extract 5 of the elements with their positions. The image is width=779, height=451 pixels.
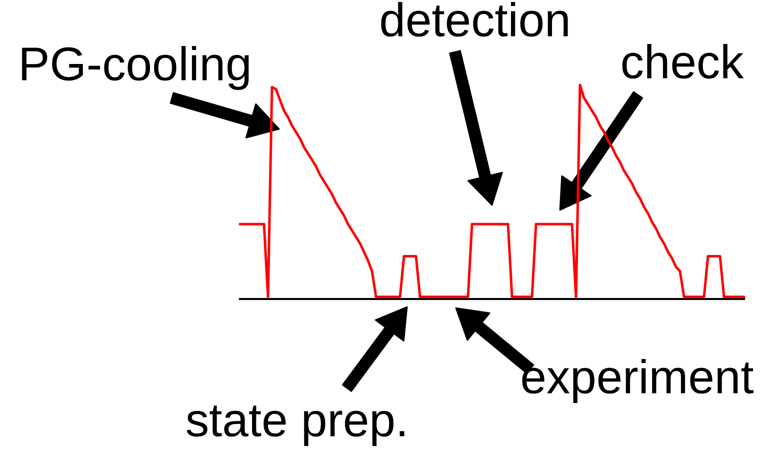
text: detection [381,2,568,37]
text: state prep. [186,406,404,446]
annotation: PG-cooling [22,46,249,90]
text: check [622,44,744,79]
text: experiment [522,358,754,404]
